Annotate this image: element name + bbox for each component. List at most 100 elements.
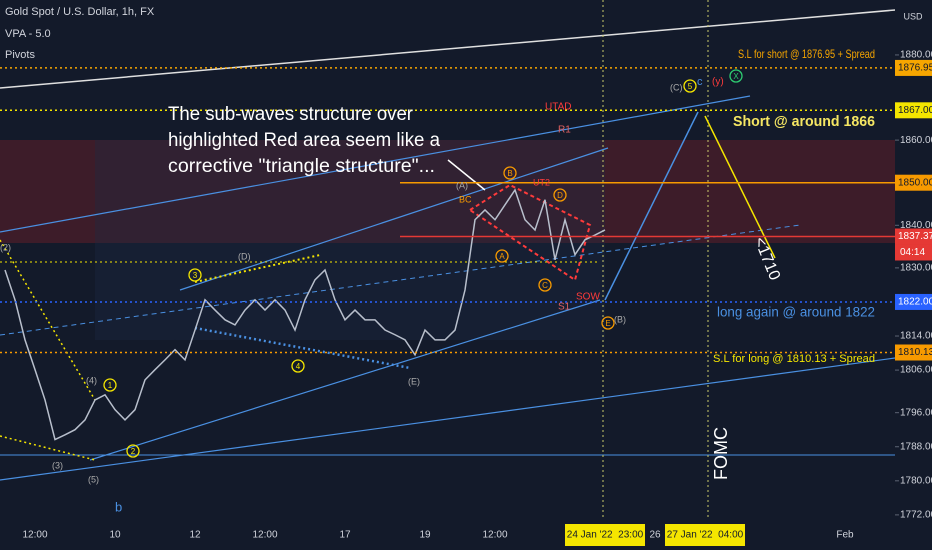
annotation: b	[115, 499, 122, 514]
y-tick-label: 1880.00	[900, 50, 932, 61]
triangle	[468, 183, 592, 282]
price-line	[4, 188, 606, 441]
wave-marker	[503, 166, 517, 180]
countdown-tag	[895, 244, 932, 261]
projection-arrow	[604, 111, 699, 301]
wave-marker	[538, 278, 552, 292]
price-tag-label: 1867.00	[898, 105, 932, 116]
price-axis	[895, 0, 932, 550]
wave-label: 1	[108, 381, 113, 390]
wave-marker	[126, 444, 140, 458]
price-tag	[895, 102, 932, 119]
wave-marker	[601, 316, 615, 330]
wave-marker	[495, 249, 509, 263]
price-tag	[895, 174, 932, 191]
wave-marker	[103, 378, 117, 392]
wave-line	[194, 326, 411, 370]
channel-line	[179, 147, 609, 291]
price-tag-label: 1876.95	[898, 63, 932, 74]
x-tick-label: 17	[339, 530, 351, 541]
x-tick-label: 19	[419, 530, 431, 541]
note: corrective "triangle structure"...	[168, 156, 435, 177]
price-tag	[895, 344, 932, 361]
annotation: (A)	[456, 180, 468, 190]
time-highlight	[665, 524, 745, 546]
header: Pivots	[5, 49, 35, 61]
annotation: S.L for long @ 1810.13 + Spread	[713, 353, 875, 365]
annotation: long again @ around 1822	[717, 304, 875, 320]
annotation: (2)	[0, 242, 11, 252]
channel-line	[89, 299, 601, 461]
header: VPA - 5.0	[5, 28, 51, 40]
wave-label: 4	[296, 362, 301, 371]
channel-line	[0, 357, 896, 481]
time-axis	[0, 520, 932, 550]
trendline	[0, 9, 896, 89]
price-tag	[895, 228, 932, 245]
wave-line	[0, 239, 96, 461]
price-tag-label: 1810.13	[898, 347, 932, 358]
price-tag-label: 1850.00	[898, 177, 932, 188]
currency: USD	[903, 11, 923, 21]
header: Gold Spot / U.S. Dollar, 1h, FX	[5, 6, 155, 18]
wave-marker	[683, 79, 697, 93]
time-highlight	[565, 524, 645, 546]
annotation: R1	[558, 125, 571, 136]
wave-label: E	[605, 319, 610, 328]
x-tick-label: 12:00	[22, 530, 47, 541]
annotation: (4)	[86, 375, 97, 385]
annotation: (5)	[88, 474, 99, 484]
countdown: 04:14	[900, 247, 925, 258]
wave-label: C	[542, 281, 548, 290]
y-tick-label: 1772.00	[900, 510, 932, 521]
wave-label: D	[557, 191, 563, 200]
annotation: S1	[558, 302, 571, 313]
annotation: (B)	[614, 314, 626, 324]
channel-line	[0, 95, 751, 233]
annotation: UTAD	[545, 102, 571, 113]
wave-label: 3	[193, 271, 198, 280]
price-tag-label: 1837.37	[898, 231, 932, 242]
note: highlighted Red area seem like a	[168, 130, 440, 151]
x-tick-label: 24 Jan '22 23:00	[567, 530, 644, 541]
y-tick-label: 1840.00	[900, 220, 932, 231]
wave-line	[194, 254, 321, 283]
y-tick-label: 1780.00	[900, 475, 932, 486]
annotation: (3)	[52, 460, 63, 470]
x-tick-label: 12:00	[482, 530, 507, 541]
x-tick-label: 27 Jan '22 04:00	[667, 530, 744, 541]
x-tick-label: 12:00	[252, 530, 277, 541]
annotation: (E)	[408, 376, 420, 386]
annotation: BC	[459, 194, 472, 204]
wave-marker	[291, 359, 305, 373]
wave-marker	[553, 188, 567, 202]
y-tick-label: 1796.00	[900, 407, 932, 418]
red-zone	[0, 140, 895, 243]
projection-arrow	[704, 115, 776, 259]
annotation: FOMC	[711, 427, 731, 480]
annotation: UT2	[533, 177, 550, 187]
y-tick-label: 1860.00	[900, 135, 932, 146]
wave-marker	[188, 268, 202, 282]
wave-label: 2	[131, 447, 136, 456]
wave-label: 5	[688, 82, 693, 91]
wave-label: B	[507, 169, 512, 178]
y-tick-label: 1830.00	[900, 263, 932, 274]
wave-label: X	[733, 72, 739, 81]
note: The sub-waves structure over	[168, 104, 414, 125]
annotation: SOW	[576, 292, 600, 303]
annotation: c	[697, 76, 703, 88]
price-tag-label: 1822.00	[898, 297, 932, 308]
y-tick-label: 1788.00	[900, 441, 932, 452]
x-tick-label: Feb	[836, 530, 854, 541]
channel-fill	[95, 140, 605, 340]
annotation: S.L for short @ 1876.95 + Spread	[738, 47, 875, 61]
wave-label: A	[499, 252, 505, 261]
price-tag	[895, 293, 932, 310]
y-tick-label: 1814.00	[900, 331, 932, 342]
x-tick-label: 10	[109, 530, 121, 541]
y-tick-label: 1806.00	[900, 365, 932, 376]
wave-marker	[729, 69, 743, 83]
annotation: (y)	[712, 77, 724, 88]
